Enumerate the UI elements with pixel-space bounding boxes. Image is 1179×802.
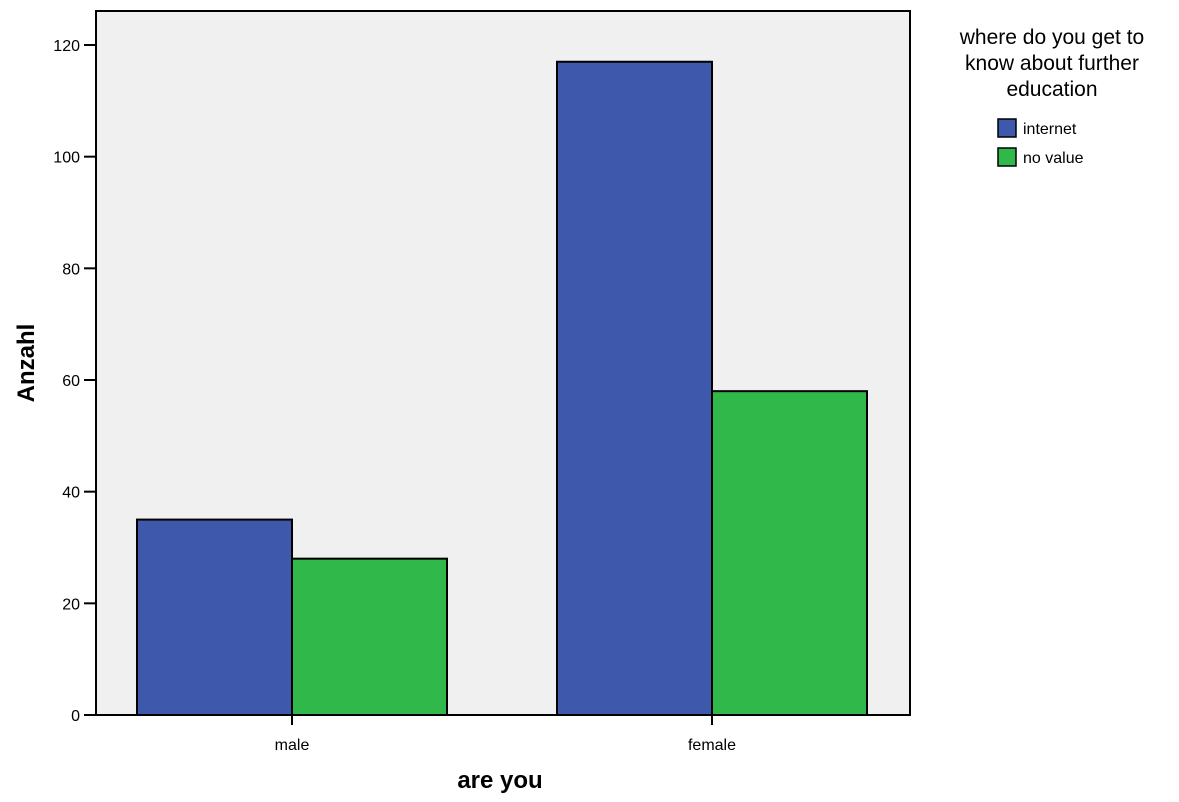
x-tick-label-female: female: [688, 737, 736, 754]
legend-label-internet: internet: [1023, 121, 1077, 138]
y-axis: 0 20 40 60 80 100 120: [53, 38, 96, 725]
y-tick-label: 20: [62, 596, 80, 613]
legend-swatch-internet: [997, 118, 1017, 138]
bar-female-internet: [556, 60, 713, 716]
legend-label-no-value: no value: [1023, 150, 1084, 167]
y-axis-title: Anzahl: [13, 324, 40, 403]
y-tick-label: 80: [62, 261, 80, 278]
legend-title-line-2: know about further: [965, 52, 1139, 75]
y-tick-label: 60: [62, 373, 80, 390]
bar-female-no-value: [711, 390, 868, 716]
y-tick-label: 120: [53, 38, 80, 55]
bar-male-internet: [136, 518, 293, 716]
legend-title-line-3: education: [1006, 78, 1097, 101]
y-tick-label: 40: [62, 485, 80, 502]
x-tick-label-male: male: [275, 737, 310, 754]
legend: where do you get to know about further e…: [959, 26, 1144, 167]
x-axis: male female: [275, 715, 736, 754]
bars-group: [136, 60, 868, 717]
y-tick-label: 0: [71, 708, 80, 725]
bar-male-no-value: [291, 557, 448, 717]
legend-title-line-1: where do you get to: [959, 26, 1144, 49]
y-tick-label: 100: [53, 150, 80, 167]
x-axis-title: are you: [457, 767, 542, 794]
legend-swatch-no-value: [997, 147, 1017, 167]
